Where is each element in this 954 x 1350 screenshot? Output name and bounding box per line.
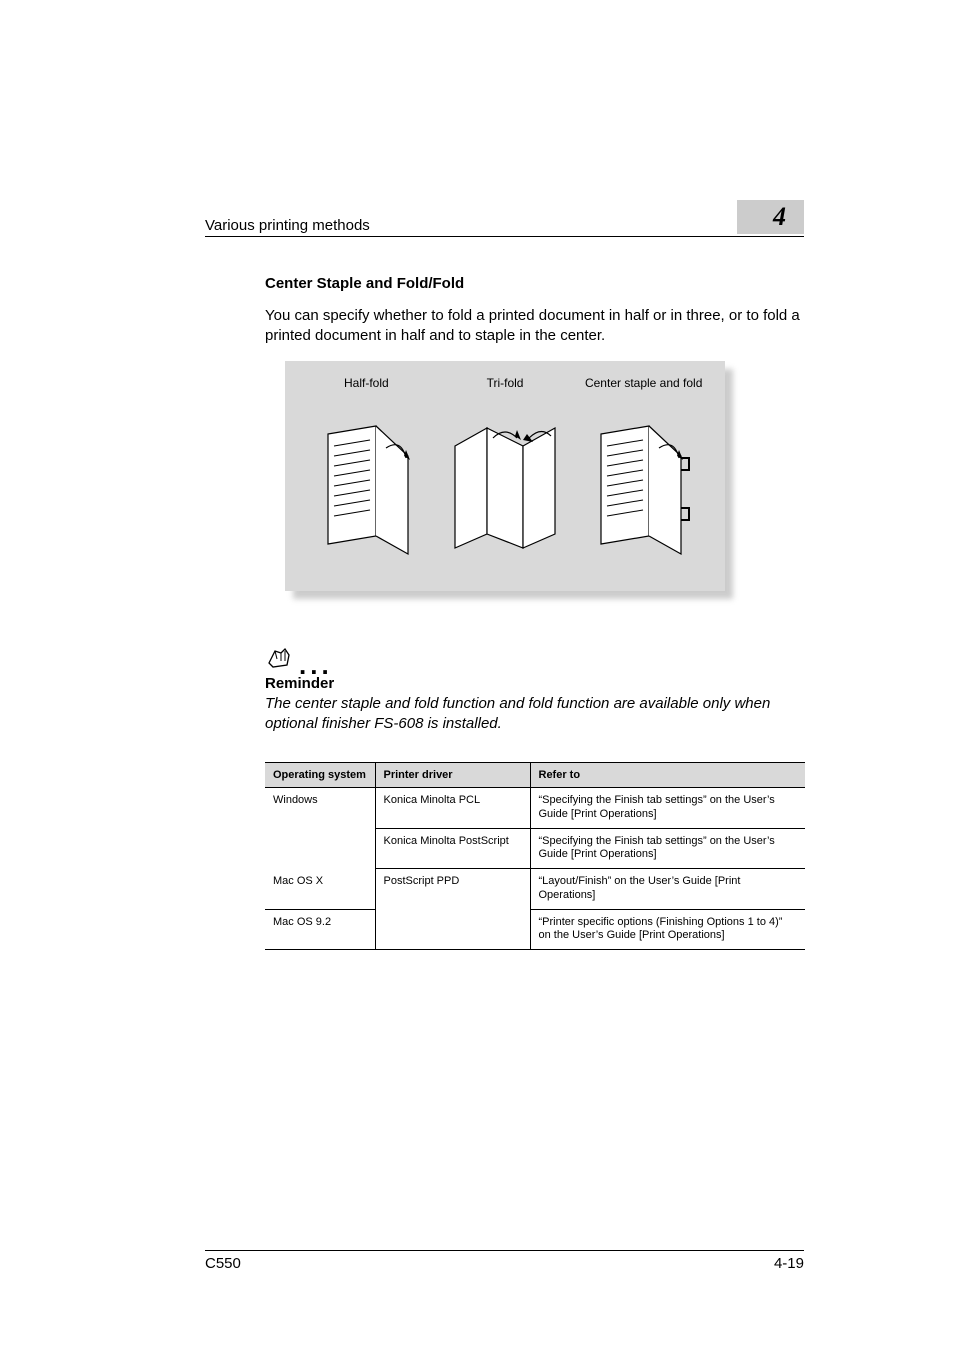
cell-refer: “Printer specific options (Finishing Opt… bbox=[530, 909, 805, 950]
reminder-dots-icon: ... bbox=[299, 660, 333, 670]
cell-os: Mac OS X bbox=[265, 869, 375, 910]
running-head: Various printing methods bbox=[205, 217, 370, 234]
table-row: Mac OS X PostScript PPD “Layout/Finish” … bbox=[265, 869, 805, 910]
center-staple-fold-icon bbox=[589, 416, 699, 556]
table-row: Mac OS 9.2 “Printer specific options (Fi… bbox=[265, 909, 805, 950]
cell-os: Windows bbox=[265, 788, 375, 869]
cell-driver: Konica Minolta PostScript bbox=[375, 828, 530, 869]
cell-refer: “Specifying the Finish tab settings” on … bbox=[530, 828, 805, 869]
page-header: Various printing methods 4 bbox=[205, 200, 804, 237]
cell-driver: Konica Minolta PCL bbox=[375, 788, 530, 829]
half-fold-icon bbox=[316, 416, 416, 556]
cell-refer: “Specifying the Finish tab settings” on … bbox=[530, 788, 805, 829]
footer-model: C550 bbox=[205, 1255, 241, 1272]
col-header-refer: Refer to bbox=[530, 763, 805, 788]
cell-os: Mac OS 9.2 bbox=[265, 909, 375, 950]
section-title: Center Staple and Fold/Fold bbox=[265, 275, 804, 292]
footer-page: 4-19 bbox=[774, 1255, 804, 1272]
table-row: Windows Konica Minolta PCL “Specifying t… bbox=[265, 788, 805, 829]
center-staple-label: Center staple and fold bbox=[585, 369, 702, 399]
cell-driver: PostScript PPD bbox=[375, 869, 530, 950]
page-footer: C550 4-19 bbox=[205, 1250, 804, 1272]
chapter-number: 4 bbox=[737, 200, 804, 234]
tri-fold-icon bbox=[445, 416, 565, 556]
tri-fold-label: Tri-fold bbox=[487, 369, 524, 399]
fold-diagram: Half-fold bbox=[285, 361, 725, 591]
reference-table: Operating system Printer driver Refer to… bbox=[265, 762, 805, 950]
section-body: You can specify whether to fold a printe… bbox=[265, 306, 804, 347]
reminder-body: The center staple and fold function and … bbox=[265, 694, 804, 735]
half-fold-label: Half-fold bbox=[344, 369, 389, 399]
cell-refer: “Layout/Finish” on the User’s Guide [Pri… bbox=[530, 869, 805, 910]
reminder-heading: Reminder bbox=[265, 675, 804, 692]
col-header-os: Operating system bbox=[265, 763, 375, 788]
reminder-note: ... Reminder The center staple and fold … bbox=[265, 641, 804, 735]
col-header-driver: Printer driver bbox=[375, 763, 530, 788]
reminder-hand-icon bbox=[265, 641, 295, 671]
